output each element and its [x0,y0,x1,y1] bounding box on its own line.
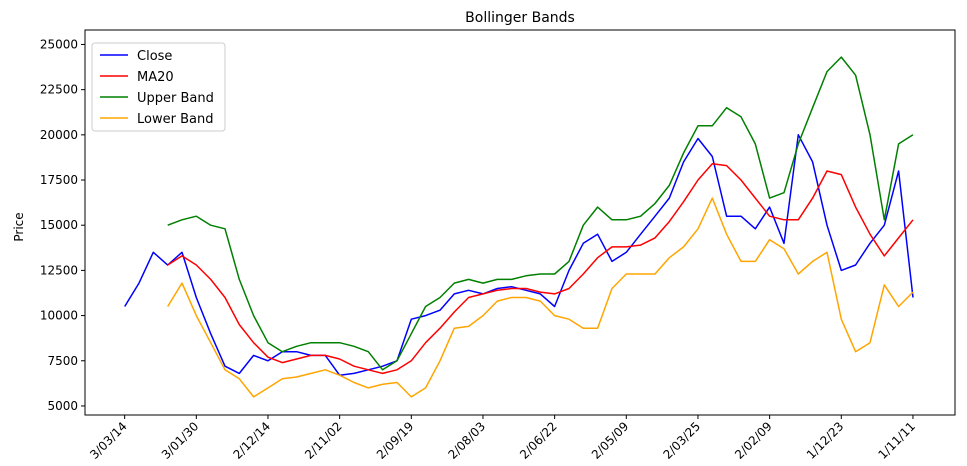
legend-label: Upper Band [137,91,214,106]
y-tick-label: 5000 [47,399,78,413]
series-line [167,163,914,375]
y-tick-label: 25000 [40,37,78,51]
chart-title: Bollinger Bands [465,10,575,26]
legend-label: MA20 [137,70,174,85]
y-tick-label: 17500 [40,173,78,187]
y-tick-label: 15000 [40,218,78,232]
legend-label: Lower Band [137,112,213,127]
legend-box [91,42,226,132]
y-tick-label: 12500 [40,263,78,277]
y-axis-label: Price [12,212,26,241]
y-tick-label: 20000 [40,128,78,142]
series-line [167,56,914,371]
y-tick-label: 10000 [40,309,78,323]
y-tick-label: 22500 [40,83,78,97]
plot-frame [84,29,956,416]
y-tick-label: 7500 [47,354,78,368]
series-line [167,197,914,398]
legend-label: Close [137,49,172,64]
